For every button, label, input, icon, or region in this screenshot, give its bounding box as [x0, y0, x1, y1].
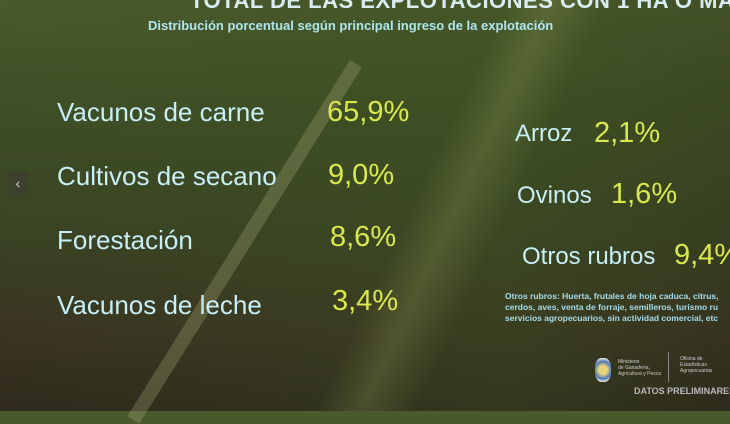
- footnote: Otros rubros: Huerta, frutales de hoja c…: [505, 291, 719, 324]
- item-label: Vacunos de leche: [57, 290, 262, 320]
- item-label: Arroz: [515, 120, 573, 147]
- ministry-line: Agricultura y Pesca: [618, 371, 662, 377]
- office-text: Oficina de Estadísticas Agropecuarias: [680, 356, 712, 374]
- chevron-left-icon[interactable]: ‹: [8, 172, 28, 194]
- item-label: Vacunos de carne: [57, 97, 265, 127]
- item-value: 3,4%: [332, 285, 399, 317]
- item-value: 2,1%: [594, 117, 661, 149]
- item-label: Forestación: [57, 225, 193, 255]
- office-line: Agropecuarias: [680, 368, 713, 374]
- slide-subtitle: Distribución porcentual según principal …: [148, 18, 554, 33]
- footnote-line: servicios agropecuarios, sin actividad c…: [505, 313, 719, 323]
- preliminary-data-label: DATOS PRELIMINARES: [634, 386, 730, 396]
- item-value: 9,4%: [674, 239, 730, 271]
- item-label: Cultivos de secano: [57, 161, 277, 191]
- item-value: 65,9%: [327, 96, 410, 128]
- background-field: [0, 0, 730, 411]
- item-label: Ovinos: [517, 182, 592, 209]
- office-line: Oficina de: [680, 356, 703, 362]
- footnote-line: cerdos, aves, venta de forraje, semiller…: [505, 302, 719, 312]
- ministry-line: Ministerio: [618, 359, 640, 365]
- ministry-line: de Ganadería,: [618, 365, 650, 371]
- slide-title: TOTAL DE LAS EXPLOTACIONES CON 1 HA O MÁ…: [190, 0, 730, 13]
- footnote-line: Otros rubros: Huerta, frutales de hoja c…: [505, 291, 719, 301]
- ministry-text: Ministerio de Ganadería, Agricultura y P…: [618, 359, 661, 377]
- logo-divider: [668, 352, 669, 382]
- item-value: 9,0%: [328, 159, 395, 191]
- item-value: 1,6%: [611, 178, 678, 210]
- item-label: Otros rubros: [522, 243, 656, 270]
- item-value: 8,6%: [330, 221, 397, 253]
- coat-of-arms-logo: [595, 358, 611, 382]
- office-line: Estadísticas: [680, 362, 707, 368]
